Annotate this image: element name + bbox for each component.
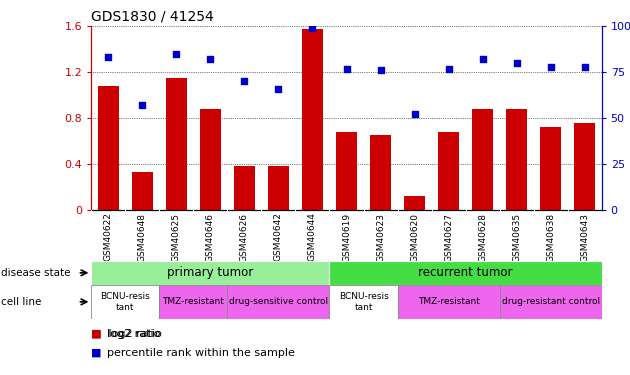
Text: GSM40626: GSM40626 xyxy=(240,213,249,261)
Bar xyxy=(438,132,459,210)
Bar xyxy=(472,109,493,210)
Point xyxy=(580,64,590,70)
Point xyxy=(410,111,420,117)
Point xyxy=(478,56,488,62)
Text: primary tumor: primary tumor xyxy=(168,266,253,279)
Bar xyxy=(507,109,527,210)
Bar xyxy=(227,285,329,319)
Text: drug-resistant control: drug-resistant control xyxy=(501,297,600,306)
Text: cell line: cell line xyxy=(1,297,42,307)
Text: GSM40635: GSM40635 xyxy=(512,213,521,262)
Bar xyxy=(329,261,602,285)
Bar xyxy=(500,285,602,319)
Point xyxy=(171,51,181,57)
Point xyxy=(341,66,352,72)
Bar xyxy=(166,78,186,210)
Bar xyxy=(575,123,595,210)
Text: GSM40644: GSM40644 xyxy=(308,213,317,261)
Bar xyxy=(302,28,323,210)
Text: ■: ■ xyxy=(91,329,102,339)
Bar xyxy=(370,135,391,210)
Text: percentile rank within the sample: percentile rank within the sample xyxy=(107,348,295,357)
Bar xyxy=(398,285,500,319)
Bar xyxy=(329,285,398,319)
Text: GSM40643: GSM40643 xyxy=(580,213,589,261)
Text: GSM40620: GSM40620 xyxy=(410,213,419,261)
Text: log2 ratio: log2 ratio xyxy=(107,329,161,339)
Text: ■  log2 ratio: ■ log2 ratio xyxy=(91,329,163,339)
Point xyxy=(205,56,215,62)
Text: recurrent tumor: recurrent tumor xyxy=(418,266,513,279)
Bar xyxy=(404,196,425,210)
Text: ■: ■ xyxy=(91,348,102,357)
Text: GSM40648: GSM40648 xyxy=(138,213,147,261)
Bar xyxy=(200,109,220,210)
Point xyxy=(375,68,386,74)
Text: TMZ-resistant: TMZ-resistant xyxy=(163,297,224,306)
Text: GSM40642: GSM40642 xyxy=(274,213,283,261)
Text: BCNU-resis
tant: BCNU-resis tant xyxy=(101,292,150,312)
Bar xyxy=(336,132,357,210)
Text: GDS1830 / 41254: GDS1830 / 41254 xyxy=(91,10,214,24)
Text: GSM40623: GSM40623 xyxy=(376,213,385,261)
Text: drug-sensitive control: drug-sensitive control xyxy=(229,297,328,306)
Text: GSM40625: GSM40625 xyxy=(172,213,181,261)
Bar xyxy=(91,261,329,285)
Text: BCNU-resis
tant: BCNU-resis tant xyxy=(339,292,388,312)
Bar xyxy=(159,285,227,319)
Bar xyxy=(98,86,118,210)
Text: GSM40619: GSM40619 xyxy=(342,213,351,262)
Point xyxy=(273,86,284,92)
Bar xyxy=(91,285,159,319)
Bar xyxy=(541,128,561,210)
Bar xyxy=(234,166,255,210)
Text: GSM40627: GSM40627 xyxy=(444,213,453,261)
Point xyxy=(546,64,556,70)
Text: disease state: disease state xyxy=(1,268,71,278)
Point xyxy=(512,60,522,66)
Point xyxy=(103,54,113,60)
Bar xyxy=(132,172,152,210)
Point xyxy=(444,66,454,72)
Text: GSM40646: GSM40646 xyxy=(206,213,215,261)
Point xyxy=(239,78,249,84)
Text: GSM40638: GSM40638 xyxy=(546,213,555,262)
Point xyxy=(307,25,318,31)
Text: GSM40628: GSM40628 xyxy=(478,213,487,261)
Bar xyxy=(268,166,289,210)
Point xyxy=(137,102,147,108)
Text: GSM40622: GSM40622 xyxy=(104,213,113,261)
Text: TMZ-resistant: TMZ-resistant xyxy=(418,297,479,306)
